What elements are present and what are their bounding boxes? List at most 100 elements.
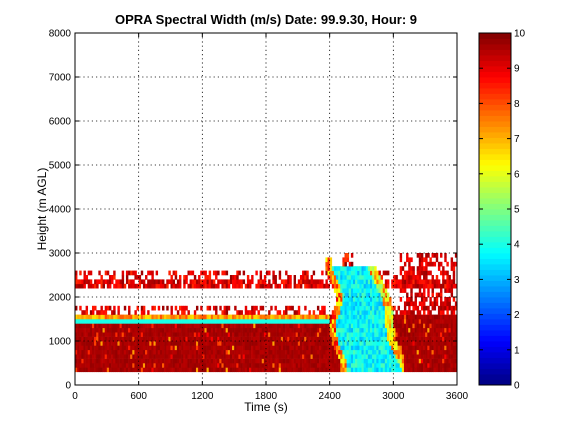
heatmap-cell [406, 253, 409, 258]
heatmap-cell [319, 327, 322, 333]
heatmap-cell [145, 363, 148, 368]
heatmap-cell [259, 358, 263, 364]
heatmap-cell [350, 336, 354, 342]
heatmap-cell [149, 319, 152, 324]
heatmap-cell [178, 341, 182, 346]
heatmap-cell [193, 332, 197, 337]
heatmap-cell [325, 341, 328, 346]
heatmap-cell [414, 363, 417, 368]
heatmap-cell [391, 279, 394, 285]
heatmap-cell [353, 292, 356, 298]
heatmap-cell [202, 358, 205, 364]
heatmap-cell [418, 257, 422, 263]
heatmap-cell [353, 354, 356, 359]
heatmap-cell [299, 279, 303, 285]
heatmap-cell [266, 345, 269, 351]
heatmap-cell [331, 367, 335, 373]
heatmap-cell [355, 358, 358, 364]
heatmap-cell [403, 310, 407, 315]
heatmap-cell [140, 279, 144, 285]
heatmap-cell [200, 349, 203, 355]
heatmap-cell [340, 354, 343, 359]
heatmap-cell [212, 283, 216, 289]
heatmap-cell [136, 349, 139, 355]
heatmap-cell [440, 323, 443, 329]
heatmap-cell [344, 288, 347, 293]
heatmap-cell [162, 279, 165, 285]
heatmap-cell [130, 279, 133, 285]
heatmap-cell [336, 283, 339, 289]
heatmap-cell [401, 314, 405, 320]
heatmap-cell [140, 336, 144, 342]
heatmap-cell [119, 367, 122, 373]
heatmap-cell [155, 354, 159, 359]
heatmap-cell [382, 310, 386, 315]
heatmap-cell [287, 367, 290, 373]
heatmap-cell [138, 345, 142, 351]
heatmap-cell [310, 354, 313, 359]
heatmap-cell [391, 349, 394, 355]
heatmap-cell [344, 301, 347, 307]
heatmap-cell [369, 363, 373, 368]
heatmap-cell [429, 349, 432, 355]
heatmap-cell [240, 314, 243, 320]
heatmap-cell [115, 283, 118, 289]
heatmap-cell [208, 336, 212, 342]
heatmap-cell [206, 323, 209, 329]
heatmap-cell [113, 310, 116, 315]
heatmap-cell [251, 310, 254, 315]
heatmap-cell [331, 354, 335, 359]
heatmap-cell [454, 349, 458, 355]
heatmap-cell [327, 327, 330, 333]
heatmap-cell [367, 336, 371, 342]
heatmap-cell [380, 292, 384, 298]
heatmap-cell [261, 314, 265, 320]
heatmap-cell [195, 354, 199, 359]
heatmap-cell [285, 319, 288, 324]
heatmap-cell [81, 349, 84, 355]
heatmap-cell [361, 327, 364, 333]
heatmap-cell [223, 349, 226, 355]
heatmap-cell [321, 354, 324, 359]
heatmap-cell [355, 354, 358, 359]
heatmap-cell [365, 332, 369, 337]
heatmap-cell [108, 336, 112, 342]
heatmap-cell [452, 270, 456, 276]
heatmap-cell [263, 327, 267, 333]
heatmap-cell [208, 345, 212, 351]
heatmap-cell [212, 367, 216, 373]
heatmap-cell [295, 336, 299, 342]
heatmap-cell [327, 275, 330, 280]
heatmap-cell [357, 345, 360, 351]
heatmap-cell [181, 305, 184, 311]
heatmap-cell [223, 270, 226, 276]
heatmap-cell [276, 341, 280, 346]
heatmap-cell [314, 367, 318, 373]
heatmap-cell [353, 305, 356, 311]
heatmap-cell [359, 310, 362, 315]
heatmap-cell [219, 305, 222, 311]
heatmap-cell [234, 279, 237, 285]
heatmap-cell [270, 345, 273, 351]
heatmap-cell [391, 336, 394, 342]
heatmap-cell [136, 283, 139, 289]
heatmap-cell [427, 336, 430, 342]
heatmap-cell [257, 310, 260, 315]
heatmap-cell [181, 332, 184, 337]
heatmap-cell [325, 345, 328, 351]
heatmap-cell [344, 367, 347, 373]
heatmap-cell [372, 270, 375, 276]
heatmap-cell [225, 323, 229, 329]
heatmap-cell [111, 332, 114, 337]
heatmap-cell [391, 314, 394, 320]
heatmap-cell [340, 266, 343, 271]
heatmap-cell [221, 310, 224, 315]
heatmap-cell [121, 345, 125, 351]
heatmap-cell [312, 341, 316, 346]
heatmap-cell [319, 279, 322, 285]
heatmap-cell [344, 363, 347, 368]
colorbar-step [479, 242, 511, 248]
heatmap-cell [444, 257, 447, 263]
heatmap-cell [331, 314, 335, 320]
heatmap-cell [295, 310, 299, 315]
